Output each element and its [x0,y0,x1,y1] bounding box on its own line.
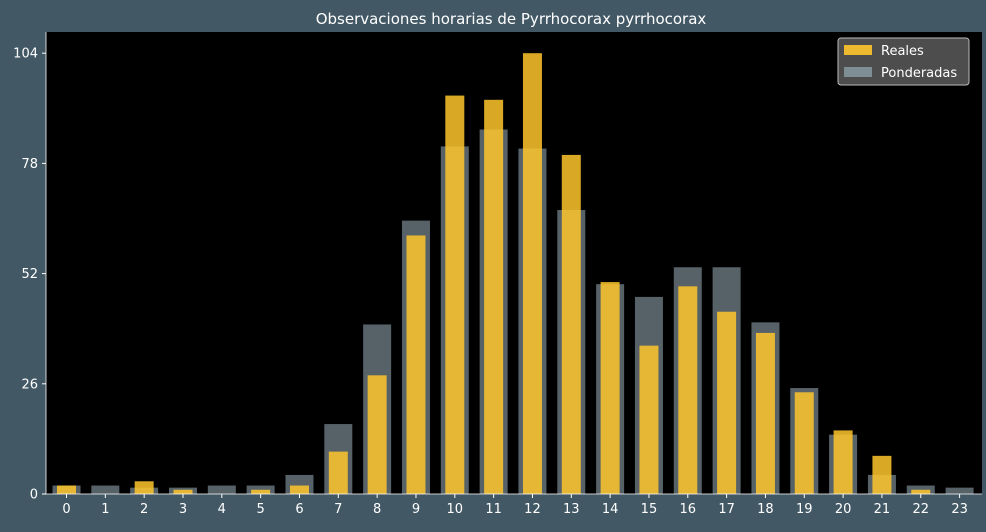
bar-reales [367,375,387,494]
x-tick-label: 18 [757,502,774,517]
x-tick-label: 23 [951,502,968,517]
bar-reales [484,99,504,494]
x-tick-label: 6 [295,502,303,517]
bar-ponderadas [91,485,120,494]
bar-reales [639,345,659,494]
bar-reales [717,311,737,494]
x-tick-label: 8 [373,502,381,517]
bar-reales [57,485,76,494]
bar-reales [872,455,892,494]
y-tick-label: 78 [21,157,38,172]
bar-reales [600,282,620,494]
y-tick-label: 104 [13,47,38,62]
x-tick-label: 15 [641,502,658,517]
bar-ponderadas [207,485,236,494]
x-tick-label: 13 [563,502,580,517]
bar-reales [445,95,465,495]
y-axis: 0 26 52 78 104 [13,32,47,503]
bar-reales [251,489,271,494]
x-tick-label: 20 [835,502,852,517]
x-axis: 0 1 2 3 4 5 6 7 8 9 10 11 12 13 14 15 16 17 18 19 20 21 22 23 [46,493,982,517]
bars-reales [57,53,931,495]
chart-title: Observaciones horarias de Pyrrhocorax py… [316,10,707,28]
bar-reales [833,430,853,494]
bar-reales [134,481,154,494]
x-tick-label: 17 [718,502,735,517]
legend-label-reales: Reales [881,44,924,59]
legend-swatch-reales [844,45,872,55]
bar-reales [911,489,931,494]
plot-area [46,32,982,494]
x-tick-label: 0 [62,502,70,517]
x-tick-label: 1 [101,502,109,517]
x-tick-label: 11 [485,502,502,517]
x-tick-label: 4 [218,502,226,517]
legend-label-ponderadas: Ponderadas [881,66,957,81]
x-tick-label: 9 [412,502,420,517]
x-tick-label: 3 [179,502,187,517]
x-tick-label: 12 [524,502,541,517]
bar-reales [794,392,814,494]
legend: Reales Ponderadas [837,37,970,86]
legend-swatch-ponderadas [844,67,872,77]
y-tick-label: 52 [21,267,38,282]
bar-reales [328,451,348,494]
x-tick-label: 22 [912,502,929,517]
bar-reales [406,235,426,495]
bar-reales [678,286,698,494]
x-tick-label: 19 [796,502,813,517]
x-tick-label: 2 [140,502,148,517]
x-tick-label: 16 [680,502,697,517]
bar-reales [522,53,542,495]
bar-reales [289,485,309,494]
bar-ponderadas [945,487,974,494]
bar-reales [173,489,193,494]
bar-reales [561,154,581,495]
x-tick-label: 21 [874,502,891,517]
y-tick-label: 26 [21,377,38,392]
y-tick-label: 0 [30,488,38,503]
bar-reales [755,332,775,494]
x-tick-label: 10 [447,502,464,517]
x-tick-label: 7 [334,502,342,517]
x-tick-label: 5 [257,502,265,517]
x-tick-label: 14 [602,502,619,517]
